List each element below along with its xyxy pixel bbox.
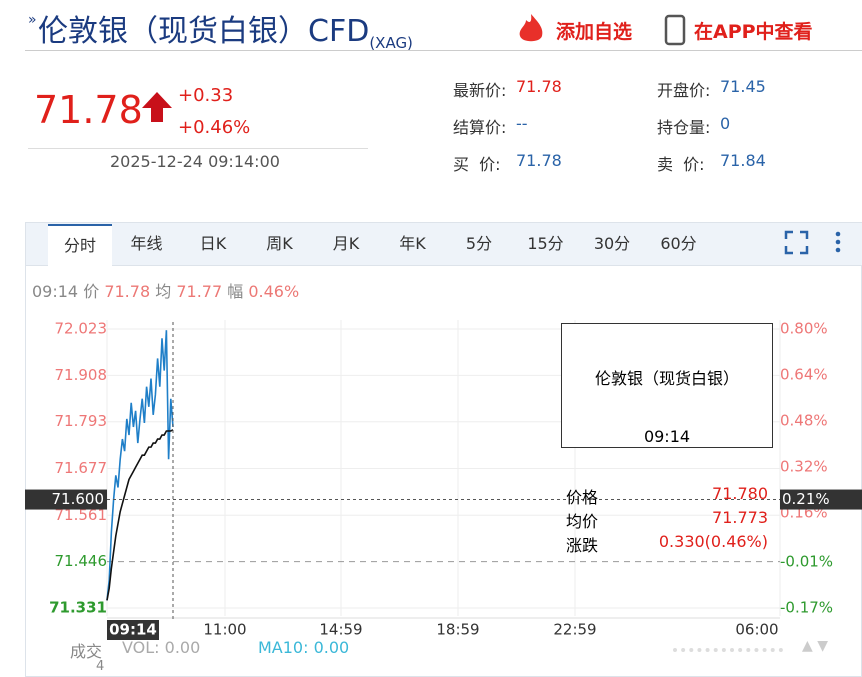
title-text: 伦敦银（现货白银）CFD bbox=[38, 14, 370, 49]
tooltip-key: 均价 bbox=[566, 512, 599, 531]
tooltip-key: 涨跌 bbox=[566, 536, 599, 555]
y-tick-label: 71.561 bbox=[55, 506, 108, 524]
tab[interactable]: 15分 bbox=[527, 234, 564, 253]
code: (XAG) bbox=[369, 34, 413, 52]
tooltip-row: 价格 71.780 bbox=[566, 484, 768, 508]
tooltip-value: 0.330(0.46%) bbox=[658, 532, 768, 551]
quote-time: 2025-12-24 09:14:00 bbox=[110, 152, 280, 171]
scroll-dots bbox=[673, 648, 783, 652]
field-label: 最新价: bbox=[453, 81, 507, 100]
tooltip-key: 价格 bbox=[566, 488, 599, 507]
crosshair-x-label: 09:14 bbox=[109, 621, 157, 639]
tooltip-value: 71.780 bbox=[712, 484, 768, 503]
volume-vol: VOL: 0.00 bbox=[122, 638, 201, 657]
info-value: 71.78 bbox=[104, 282, 151, 301]
tab[interactable]: 年线 bbox=[130, 234, 163, 253]
tooltip-value: 71.773 bbox=[712, 508, 768, 527]
x-tick-label: 18:59 bbox=[436, 621, 479, 639]
crosshair-y2-box bbox=[780, 489, 862, 510]
tab-bar bbox=[26, 223, 862, 266]
x-tick-label: 11:00 bbox=[203, 621, 246, 639]
field-label: 买 价: bbox=[453, 155, 501, 174]
phone-icon bbox=[664, 14, 686, 46]
fire-icon bbox=[519, 14, 543, 42]
y2-tick-label: -0.17% bbox=[780, 599, 833, 617]
add-watch[interactable]: 添加自选 bbox=[556, 21, 633, 43]
x-tick-label: 22:59 bbox=[553, 621, 596, 639]
crosshair-y2-label: 0.21% bbox=[782, 490, 830, 508]
y2-tick-label: 0.32% bbox=[780, 458, 828, 476]
volume-ma10: MA10: 0.00 bbox=[258, 638, 350, 657]
field-value: 71.78 bbox=[516, 77, 562, 96]
info-label: 均 bbox=[155, 282, 172, 301]
series-line bbox=[106, 330, 174, 601]
divider bbox=[28, 148, 368, 149]
y-tick-label: 71.446 bbox=[55, 552, 108, 570]
up-arrow bbox=[142, 92, 172, 122]
scroll-arrows[interactable]: ▲ ▼ bbox=[802, 638, 828, 654]
y-tick-label: 71.331 bbox=[49, 599, 107, 617]
tab[interactable]: 年K bbox=[399, 234, 426, 253]
title: 伦敦银（现货白银）CFD(XAG) bbox=[38, 6, 413, 52]
change-pct: +0.46% bbox=[178, 117, 251, 138]
crosshair-y-label: 71.600 bbox=[52, 490, 105, 508]
info-line: 09:14 价 71.78 均 71.77 幅 0.46% bbox=[32, 278, 299, 302]
field-label: 开盘价: bbox=[657, 81, 711, 100]
crosshair-x-box bbox=[107, 620, 159, 640]
tab[interactable]: 分时 bbox=[48, 224, 112, 266]
volume-axis-label: 4 bbox=[96, 659, 105, 674]
y2-tick-label: 0.48% bbox=[780, 412, 828, 430]
field-label: 结算价: bbox=[453, 118, 507, 137]
series-line bbox=[106, 429, 174, 601]
bullet: » bbox=[28, 12, 37, 28]
x-tick-label: 06:00 bbox=[735, 621, 778, 639]
tab[interactable]: 5分 bbox=[465, 234, 493, 253]
tab[interactable]: 周K bbox=[266, 234, 293, 253]
y-tick-label: 71.677 bbox=[55, 459, 108, 477]
field-label: 持仓量: bbox=[657, 118, 711, 137]
info-label: 价 bbox=[83, 282, 100, 301]
divider bbox=[25, 50, 862, 51]
change: +0.33 bbox=[178, 85, 234, 106]
y-tick-label: 72.023 bbox=[55, 320, 108, 338]
y-tick-label: 71.908 bbox=[55, 366, 108, 384]
x-tick-label: 14:59 bbox=[319, 621, 362, 639]
field-value: 0 bbox=[720, 114, 731, 133]
open-app[interactable]: 在APP中查看 bbox=[694, 21, 813, 43]
price: 71.78 bbox=[34, 88, 143, 132]
tooltip-time: 09:14 bbox=[643, 427, 691, 446]
tab[interactable]: 日K bbox=[199, 234, 227, 253]
field-label: 卖 价: bbox=[657, 155, 705, 174]
toolbar-icons[interactable] bbox=[784, 230, 854, 258]
info-value: 0.46% bbox=[248, 282, 300, 301]
info-label: 幅 bbox=[227, 282, 244, 301]
volume-label: 成交 bbox=[70, 642, 103, 661]
y2-tick-label: 0.80% bbox=[780, 320, 828, 338]
field-value: -- bbox=[516, 114, 528, 133]
tooltip-title: 伦敦银（现货白银） bbox=[594, 369, 739, 388]
field-value: 71.78 bbox=[516, 151, 562, 170]
tooltip-rows: 价格 71.780 均价 71.773 涨跌 0.330(0.46%) bbox=[566, 484, 768, 556]
y2-tick-label: -0.01% bbox=[780, 552, 833, 570]
tab[interactable]: 月K bbox=[332, 234, 360, 253]
field-value: 71.45 bbox=[720, 77, 766, 96]
tab[interactable]: 30分 bbox=[593, 234, 631, 253]
tab[interactable]: 60分 bbox=[660, 234, 697, 253]
y-tick-label: 71.793 bbox=[55, 412, 108, 430]
info-value: 71.77 bbox=[176, 282, 223, 301]
crosshair-y-box bbox=[25, 489, 107, 510]
tooltip: 伦敦银（现货白银） 09:14 价格 71.780 均价 71.773 涨跌 0.330(… bbox=[561, 323, 773, 555]
y2-tick-label: 0.64% bbox=[780, 366, 828, 384]
tooltip-row: 均价 71.773 bbox=[566, 508, 768, 532]
info-time: 09:14 bbox=[32, 282, 79, 301]
field-value: 71.84 bbox=[720, 151, 766, 170]
tooltip-row: 涨跌 0.330(0.46%) bbox=[566, 532, 768, 556]
